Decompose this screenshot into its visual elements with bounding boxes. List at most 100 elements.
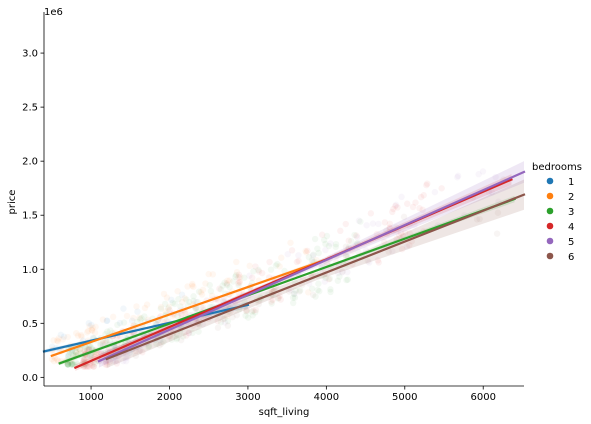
data-point bbox=[162, 308, 169, 315]
data-point bbox=[119, 357, 127, 365]
data-point bbox=[229, 278, 237, 285]
data-point bbox=[322, 274, 329, 282]
data-point bbox=[289, 299, 297, 307]
data-point bbox=[268, 300, 275, 307]
data-point bbox=[122, 357, 130, 365]
data-point bbox=[389, 208, 396, 216]
data-point bbox=[236, 279, 244, 286]
data-point bbox=[179, 298, 186, 306]
data-point bbox=[252, 309, 259, 316]
data-point bbox=[343, 252, 350, 260]
data-point bbox=[235, 274, 242, 281]
y-axis-label: price bbox=[7, 190, 18, 215]
data-point bbox=[310, 251, 317, 258]
data-point bbox=[209, 271, 217, 278]
data-point bbox=[111, 343, 119, 351]
data-point bbox=[99, 340, 106, 347]
data-point bbox=[143, 301, 151, 308]
data-point bbox=[366, 259, 373, 266]
data-point bbox=[217, 286, 225, 293]
data-point bbox=[181, 310, 189, 317]
data-point bbox=[216, 285, 223, 292]
data-point bbox=[224, 277, 231, 284]
y-tick-label: 1.5 bbox=[22, 211, 38, 222]
data-point bbox=[316, 288, 323, 295]
data-point bbox=[54, 356, 61, 363]
scatter-points bbox=[48, 168, 507, 370]
data-point bbox=[232, 273, 239, 280]
data-point bbox=[332, 243, 339, 251]
data-point bbox=[344, 268, 351, 276]
data-point bbox=[325, 276, 333, 283]
data-point bbox=[106, 337, 114, 344]
x-tick-label: 1000 bbox=[78, 392, 103, 403]
data-point bbox=[97, 349, 105, 356]
data-point bbox=[302, 247, 309, 255]
data-point bbox=[181, 295, 188, 302]
data-point bbox=[103, 361, 111, 369]
x-tick-label: 5000 bbox=[392, 392, 417, 403]
data-point bbox=[412, 199, 419, 206]
data-point bbox=[221, 279, 228, 286]
data-point bbox=[295, 257, 302, 265]
data-point bbox=[214, 317, 221, 325]
data-point bbox=[327, 240, 334, 247]
data-point bbox=[157, 303, 165, 311]
data-point bbox=[90, 363, 98, 370]
regression-line-5 bbox=[97, 170, 526, 363]
data-point bbox=[314, 245, 321, 252]
data-point bbox=[291, 290, 298, 298]
data-point bbox=[177, 336, 185, 344]
data-point bbox=[168, 336, 176, 343]
data-point bbox=[343, 276, 350, 284]
data-point bbox=[85, 343, 93, 350]
data-point bbox=[243, 307, 250, 315]
data-point bbox=[268, 298, 275, 305]
data-point bbox=[419, 206, 426, 214]
data-point bbox=[64, 361, 71, 368]
data-point bbox=[322, 246, 329, 254]
data-point bbox=[139, 348, 146, 356]
data-point bbox=[305, 253, 313, 261]
data-point bbox=[70, 351, 77, 359]
data-point bbox=[104, 328, 111, 335]
data-point bbox=[438, 185, 445, 192]
legend-marker-2 bbox=[546, 192, 554, 200]
data-point bbox=[278, 254, 285, 261]
data-point bbox=[80, 356, 88, 363]
data-point bbox=[55, 335, 62, 342]
data-point bbox=[258, 269, 266, 277]
data-point bbox=[322, 240, 329, 248]
data-point bbox=[274, 260, 281, 268]
data-point bbox=[250, 268, 257, 275]
data-point bbox=[145, 342, 153, 350]
data-point bbox=[107, 327, 114, 334]
data-point bbox=[394, 204, 401, 211]
data-point bbox=[82, 355, 89, 362]
data-point bbox=[400, 213, 408, 221]
data-point bbox=[315, 280, 322, 287]
data-point bbox=[274, 295, 282, 302]
data-point bbox=[89, 324, 96, 332]
data-point bbox=[323, 232, 331, 240]
data-point bbox=[207, 287, 215, 295]
data-point bbox=[276, 263, 283, 270]
data-point bbox=[133, 303, 140, 310]
data-point bbox=[306, 280, 313, 287]
data-point bbox=[342, 243, 350, 250]
data-point bbox=[390, 205, 397, 213]
data-point bbox=[73, 350, 80, 357]
data-point bbox=[255, 300, 262, 308]
data-point bbox=[68, 361, 76, 368]
data-point bbox=[189, 280, 196, 288]
data-point bbox=[223, 281, 231, 289]
data-point bbox=[476, 215, 483, 223]
data-point bbox=[381, 219, 389, 226]
data-point bbox=[332, 240, 340, 248]
data-point bbox=[392, 202, 399, 210]
data-point bbox=[165, 305, 172, 312]
data-point bbox=[99, 316, 107, 323]
data-point bbox=[236, 273, 244, 281]
data-point bbox=[89, 352, 96, 360]
data-point bbox=[84, 353, 91, 361]
